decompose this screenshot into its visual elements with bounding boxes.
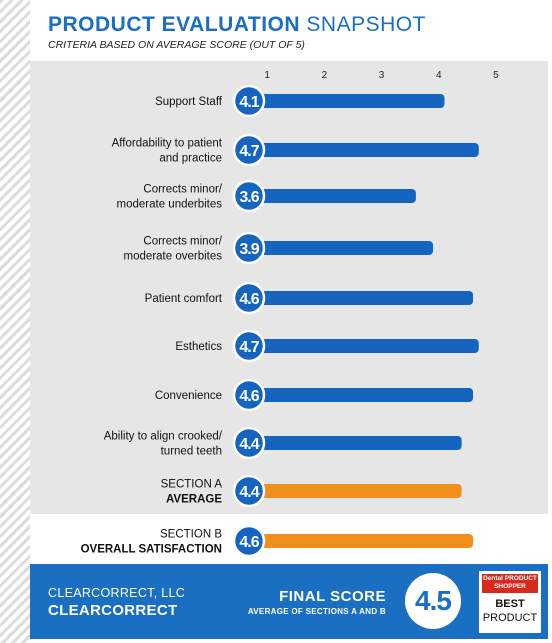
company-name: CLEARCORRECT, LLC [48, 586, 186, 600]
bar [252, 143, 479, 157]
data-label: 4.6 [239, 388, 259, 405]
footer: CLEARCORRECT, LLC CLEARCORRECT FINAL SCO… [30, 564, 548, 639]
best-product-badge: Dental PRODUCT SHOPPER BEST PRODUCT [479, 571, 541, 633]
final-score-label: FINAL SCORE [279, 588, 386, 605]
bar [252, 534, 474, 548]
header: PRODUCT EVALUATION SNAPSHOT CRITERIA BAS… [48, 12, 548, 51]
row-label: and practice [159, 153, 222, 165]
title-bold: PRODUCT EVALUATION [48, 13, 301, 36]
tick-label: 3 [379, 70, 385, 81]
row-label: Esthetics [175, 341, 222, 353]
tick-label: 5 [493, 70, 499, 81]
page-subtitle: CRITERIA BASED ON AVERAGE SCORE (OUT OF … [48, 39, 305, 51]
data-label: 3.6 [239, 189, 259, 206]
score-badge [232, 84, 266, 118]
row-label: moderate overbites [124, 251, 223, 263]
data-label: 4.6 [239, 534, 259, 551]
bar [252, 189, 416, 203]
score-badge [232, 329, 266, 363]
bar [252, 94, 445, 108]
row-label: OVERALL SATISFACTION [81, 544, 222, 556]
score-badge [232, 281, 266, 315]
data-label: 4.7 [239, 339, 259, 356]
score-badge [232, 474, 266, 508]
badge-brand-line1: Dental PRODUCT [483, 575, 537, 582]
row-label: AVERAGE [166, 494, 222, 506]
score-badge [232, 179, 266, 213]
badge-product: PRODUCT [482, 612, 538, 624]
row-label: moderate underbites [117, 199, 223, 211]
bar [252, 241, 434, 255]
bar [252, 436, 462, 450]
bar [252, 339, 479, 353]
score-badge [232, 524, 266, 558]
row-label: Convenience [155, 390, 222, 402]
row-label: Patient comfort [145, 293, 223, 305]
score-chart: 1 2 3 4 5 4.1 Support Staff 4.7 Affordability to… [81, 70, 499, 558]
page-title: PRODUCT EVALUATION SNAPSHOT [48, 12, 548, 38]
final-score-subtitle: AVERAGE OF SECTIONS A AND B [247, 607, 386, 616]
data-label: 4.4 [239, 436, 259, 453]
data-label: 4.6 [239, 291, 259, 308]
tick-label: 2 [322, 70, 328, 81]
bar [252, 484, 462, 498]
row-label: Support Staff [155, 96, 223, 108]
decorative-stripe [0, 0, 30, 643]
data-label: 4.1 [239, 94, 259, 111]
score-badge [232, 426, 266, 460]
bar [252, 388, 474, 402]
product-name: CLEARCORRECT [48, 602, 178, 619]
row-label: SECTION B [160, 529, 222, 541]
title-light: SNAPSHOT [306, 13, 426, 36]
score-badge [232, 231, 266, 265]
row-label: SECTION A [161, 479, 223, 491]
tick-label: 4 [436, 70, 442, 81]
badge-best: BEST [495, 598, 525, 610]
badge-brand: Dental PRODUCT SHOPPER [482, 574, 538, 593]
row-label: Corrects minor/ [143, 236, 222, 248]
row-label: Corrects minor/ [143, 184, 222, 196]
row-label: Affordability to patient [112, 138, 223, 150]
bar [252, 291, 474, 305]
badge-brand-line2: SHOPPER [494, 583, 526, 590]
data-label: 3.9 [239, 241, 259, 258]
row-label: Ability to align crooked/ [104, 431, 223, 443]
final-score-value: 4.5 [405, 573, 461, 629]
row-label: turned teeth [161, 446, 222, 458]
tick-label: 1 [264, 70, 270, 81]
score-badge [232, 378, 266, 412]
data-label: 4.7 [239, 143, 259, 160]
score-badge [232, 133, 266, 167]
data-label: 4.4 [239, 484, 259, 501]
